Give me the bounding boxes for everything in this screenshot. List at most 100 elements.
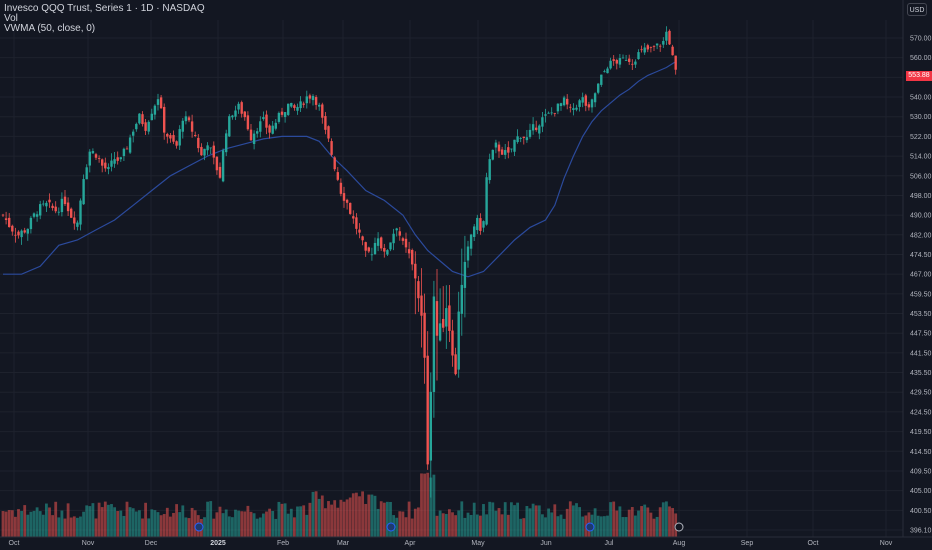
candle-body (423, 312, 426, 358)
volume-bar (537, 505, 541, 537)
volume-bar (100, 507, 104, 537)
symbol-title[interactable]: Invesco QQQ Trust, Series 1 · 1D · NASDA… (4, 3, 205, 14)
candle-body (668, 30, 671, 45)
volume-bar (138, 510, 141, 537)
volume-bar (435, 515, 439, 537)
volume-bar (472, 502, 476, 537)
volume-bar (488, 501, 492, 537)
candle-body (414, 263, 417, 279)
volume-bar (218, 506, 222, 537)
volume-bar (45, 503, 48, 537)
dividend-marker-icon[interactable] (386, 522, 396, 532)
candle-body (392, 233, 395, 244)
volume-bar (193, 510, 197, 537)
candle-body (57, 211, 60, 213)
volume-bar (296, 506, 299, 537)
vwma-path (3, 61, 677, 278)
volume-bar (234, 509, 237, 537)
price-tick-label: 405.00 (910, 488, 932, 495)
volume-bar (342, 501, 346, 537)
volume-legend[interactable]: Vol (4, 13, 18, 24)
price-tick-label: 570.00 (910, 36, 932, 43)
volume-bar (460, 501, 464, 537)
dividend-marker-icon[interactable] (194, 522, 204, 532)
price-tick-label: 419.50 (910, 429, 932, 436)
volume-bar (103, 501, 107, 537)
candle-body (494, 142, 498, 148)
dividend-marker-icon[interactable] (585, 522, 595, 532)
price-tick-label: 447.50 (910, 331, 932, 338)
volume-bar (367, 494, 371, 537)
volume-bar (398, 511, 402, 537)
volume-bar (280, 503, 284, 537)
candle-body (197, 137, 200, 149)
volume-bar (85, 505, 89, 537)
candle-body (479, 218, 482, 231)
volume-bar (389, 501, 392, 537)
currency-button[interactable]: USD (907, 3, 927, 16)
volume-bar (413, 508, 417, 537)
candle-body (231, 115, 234, 118)
volume-bar (243, 511, 247, 537)
candle-body (156, 99, 160, 105)
volume-bar (513, 505, 516, 537)
volume-bar (268, 508, 271, 537)
candle-body (593, 93, 597, 103)
candle-body (63, 196, 67, 205)
indicator-legend[interactable]: VWMA (50, close, 0) (4, 23, 96, 34)
volume-bar (361, 491, 364, 537)
candle-body (321, 104, 324, 118)
candle-body (218, 166, 222, 178)
volume-bar (330, 504, 333, 537)
candle-body (88, 151, 91, 166)
volume-bar (404, 517, 408, 537)
candle-body (485, 177, 488, 225)
candle-body (556, 103, 560, 112)
candle-body (649, 46, 653, 48)
volume-bar (417, 507, 420, 537)
volume-bar (621, 517, 625, 537)
candle-body (618, 58, 622, 65)
volume-bar (457, 510, 461, 537)
candle-body (460, 284, 463, 314)
candle-body (141, 114, 144, 125)
candle-body (411, 249, 414, 265)
candle-body (187, 117, 191, 121)
time-axis[interactable]: Oct Nov Dec 2025 Feb Mar Apr May Jun Jul Aug Sep Oct… (9, 540, 893, 547)
candle-body (572, 108, 575, 111)
candle-body (184, 116, 188, 122)
candle-body (26, 228, 29, 234)
candle-body (305, 96, 308, 104)
volume-bar (568, 501, 572, 537)
volume-bar (94, 518, 98, 537)
candle-body (113, 159, 116, 164)
candle-body (79, 200, 82, 225)
time-tick-label: Jul (605, 540, 614, 547)
time-tick-label: Feb (277, 540, 289, 547)
candle-body (655, 43, 659, 46)
volume-bar (519, 518, 523, 537)
candle-body (504, 150, 507, 155)
candle-body (476, 217, 479, 231)
candle-body (640, 49, 643, 51)
upcoming-event-icon[interactable] (674, 522, 684, 532)
price-tick-label: 441.50 (910, 350, 932, 357)
price-axis[interactable]: 570.00560.00550.00540.00530.00522.00514.… (910, 36, 932, 535)
candle-body (132, 131, 135, 136)
candle-body (299, 101, 302, 109)
price-tick-label: 409.50 (910, 468, 932, 475)
candle-body (435, 301, 439, 336)
candle-body (14, 234, 17, 236)
volume-bar (640, 506, 643, 537)
candle-body (169, 135, 172, 139)
volume-bar (575, 503, 578, 537)
volume-bar (652, 518, 656, 537)
volume-bar (634, 515, 637, 537)
candle-body (153, 105, 157, 115)
candle-body (166, 133, 169, 137)
volume-bar (110, 504, 113, 537)
volume-bar (516, 502, 519, 537)
candle-body (178, 129, 181, 146)
event-markers[interactable] (194, 522, 684, 532)
